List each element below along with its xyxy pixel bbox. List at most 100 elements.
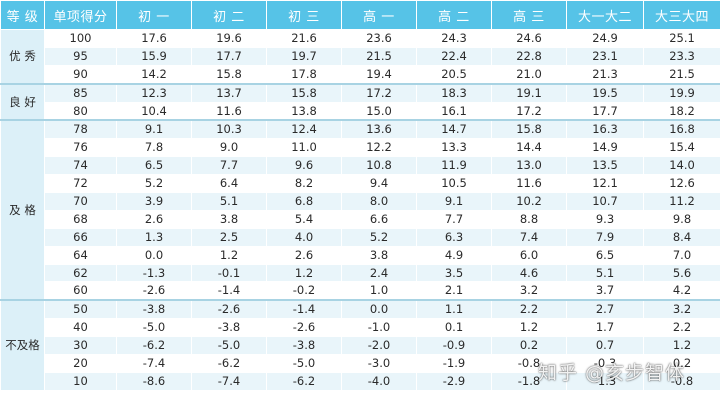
value-cell: 7.7 xyxy=(191,156,267,176)
value-cell: 14.2 xyxy=(116,64,192,85)
value-cell: 14.0 xyxy=(643,156,720,176)
value-cell: 2.6 xyxy=(266,245,342,265)
value-cell: 15.8 xyxy=(266,82,342,103)
value-cell: -2.0 xyxy=(341,336,417,356)
score-cell: 74 xyxy=(44,156,117,176)
column-header: 高 一 xyxy=(341,0,417,30)
table-header: 等 级单项得分初 一初 二初 三高 一高 二高 三大一大二 大三大四 xyxy=(0,0,720,30)
value-cell: -0.8 xyxy=(491,354,567,373)
value-cell: -6.2 xyxy=(191,354,267,373)
value-cell: 21.0 xyxy=(491,64,567,85)
score-cell: 40 xyxy=(44,318,117,338)
score-cell: 50 xyxy=(44,299,117,320)
value-cell: 10.2 xyxy=(491,192,567,211)
value-cell: 13.7 xyxy=(191,82,267,103)
value-cell: 21.6 xyxy=(266,29,342,48)
value-cell: 3.8 xyxy=(341,245,417,265)
value-cell: 14.9 xyxy=(566,138,644,158)
value-cell: 7.0 xyxy=(643,245,720,265)
value-cell: 6.8 xyxy=(266,192,342,211)
score-cell: 90 xyxy=(44,64,117,85)
value-cell: -8.6 xyxy=(116,371,192,391)
table-row: 72 5.2 6.4 8.2 9.4 10.5 11.6 12.1 12.6 xyxy=(1,174,720,194)
value-cell: 6.0 xyxy=(491,245,567,265)
value-cell: 11.6 xyxy=(491,174,567,194)
score-cell: 78 xyxy=(44,119,117,140)
value-cell: 22.8 xyxy=(491,46,567,66)
table-row: 优 秀 100 17.6 19.6 21.6 23.6 24.3 24.6 24.9 25.1 xyxy=(0,28,720,85)
value-cell: 20.5 xyxy=(416,64,492,85)
value-cell: -1.4 xyxy=(266,299,342,320)
value-cell: 12.1 xyxy=(566,174,644,194)
value-cell: 1.3 xyxy=(116,227,192,247)
value-cell: 19.7 xyxy=(266,46,342,66)
value-cell: 17.7 xyxy=(566,101,644,121)
score-cell: 20 xyxy=(44,354,117,373)
value-cell: -6.2 xyxy=(266,371,342,391)
value-cell: 2.6 xyxy=(116,209,192,229)
table-row: 74 6.5 7.7 9.6 10.8 11.9 13.0 13.5 14.0 xyxy=(1,156,720,176)
value-cell: 7.4 xyxy=(491,227,567,247)
value-cell: 5.1 xyxy=(191,192,267,211)
score-cell: 100 xyxy=(44,29,117,48)
column-header: 初 一 xyxy=(116,0,192,30)
header-row: 等 级单项得分初 一初 二初 三高 一高 二高 三大一大二 大三大四 xyxy=(0,0,720,30)
value-cell: 24.6 xyxy=(491,29,567,48)
value-cell: 1.2 xyxy=(643,336,720,356)
score-cell: 80 xyxy=(44,101,117,121)
value-cell: 1.2 xyxy=(191,245,267,265)
table-row: 76 7.8 9.0 11.0 12.2 13.3 14.4 14.9 15.4 xyxy=(1,138,720,158)
value-cell: -5.0 xyxy=(191,336,267,356)
value-cell: 16.8 xyxy=(643,119,720,140)
value-cell: 17.7 xyxy=(191,46,267,66)
value-cell: 8.4 xyxy=(643,227,720,247)
value-cell: 17.2 xyxy=(491,101,567,121)
score-cell: 64 xyxy=(44,245,117,265)
value-cell: -6.2 xyxy=(116,336,192,356)
table-row: 10 -8.6 -7.4 -6.2 -4.0 -2.9 -1.8 -1.3 -0.8 xyxy=(1,371,720,391)
score-cell: 95 xyxy=(44,46,117,66)
table-row: 30 -6.2 -5.0 -3.8 -2.0 -0.9 0.2 0.7 1.2 xyxy=(1,336,720,356)
grade-label: 不及格 xyxy=(0,299,45,391)
table-row: 20 -7.4 -6.2 -5.0 -3.0 -1.9 -0.8 -0.3 0.2 xyxy=(1,354,720,373)
value-cell: 23.1 xyxy=(566,46,644,66)
value-cell: 13.3 xyxy=(416,138,492,158)
value-cell: 21.5 xyxy=(643,64,720,85)
value-cell: 4.2 xyxy=(643,281,720,301)
value-cell: 6.5 xyxy=(566,245,644,265)
value-cell: -1.8 xyxy=(491,371,567,391)
value-cell: -3.8 xyxy=(191,318,267,338)
table-row: 80 10.4 11.6 13.8 15.0 16.1 17.2 17.7 18.2 xyxy=(1,101,720,121)
table-row: 95 15.9 17.7 19.7 21.5 22.4 22.8 23.1 23.3 xyxy=(1,46,720,66)
value-cell: 13.6 xyxy=(341,119,417,140)
value-cell: 15.9 xyxy=(116,46,192,66)
value-cell: 15.0 xyxy=(341,101,417,121)
value-cell: 3.5 xyxy=(416,263,492,283)
column-header: 初 三 xyxy=(266,0,342,30)
value-cell: -1.3 xyxy=(566,371,644,391)
value-cell: 9.1 xyxy=(116,119,192,140)
value-cell: 10.8 xyxy=(341,156,417,176)
value-cell: -3.8 xyxy=(266,336,342,356)
value-cell: 0.0 xyxy=(116,245,192,265)
value-cell: 10.4 xyxy=(116,101,192,121)
value-cell: 24.9 xyxy=(566,29,644,48)
column-header: 大三大四 xyxy=(643,0,720,30)
value-cell: 8.8 xyxy=(491,209,567,229)
score-cell: 10 xyxy=(44,371,117,391)
value-cell: -7.4 xyxy=(191,371,267,391)
value-cell: 19.4 xyxy=(341,64,417,85)
value-cell: 23.6 xyxy=(341,29,417,48)
value-cell: 2.7 xyxy=(566,299,644,320)
grade-label: 优 秀 xyxy=(0,28,45,85)
value-cell: 9.6 xyxy=(266,156,342,176)
value-cell: 19.6 xyxy=(191,29,267,48)
value-cell: -0.9 xyxy=(416,336,492,356)
value-cell: 6.6 xyxy=(341,209,417,229)
value-cell: 6.3 xyxy=(416,227,492,247)
table-row: 40 -5.0 -3.8 -2.6 -1.0 0.1 1.2 1.7 2.2 xyxy=(1,318,720,338)
value-cell: 9.8 xyxy=(643,209,720,229)
value-cell: 11.6 xyxy=(191,101,267,121)
value-cell: 7.7 xyxy=(416,209,492,229)
value-cell: 23.3 xyxy=(643,46,720,66)
